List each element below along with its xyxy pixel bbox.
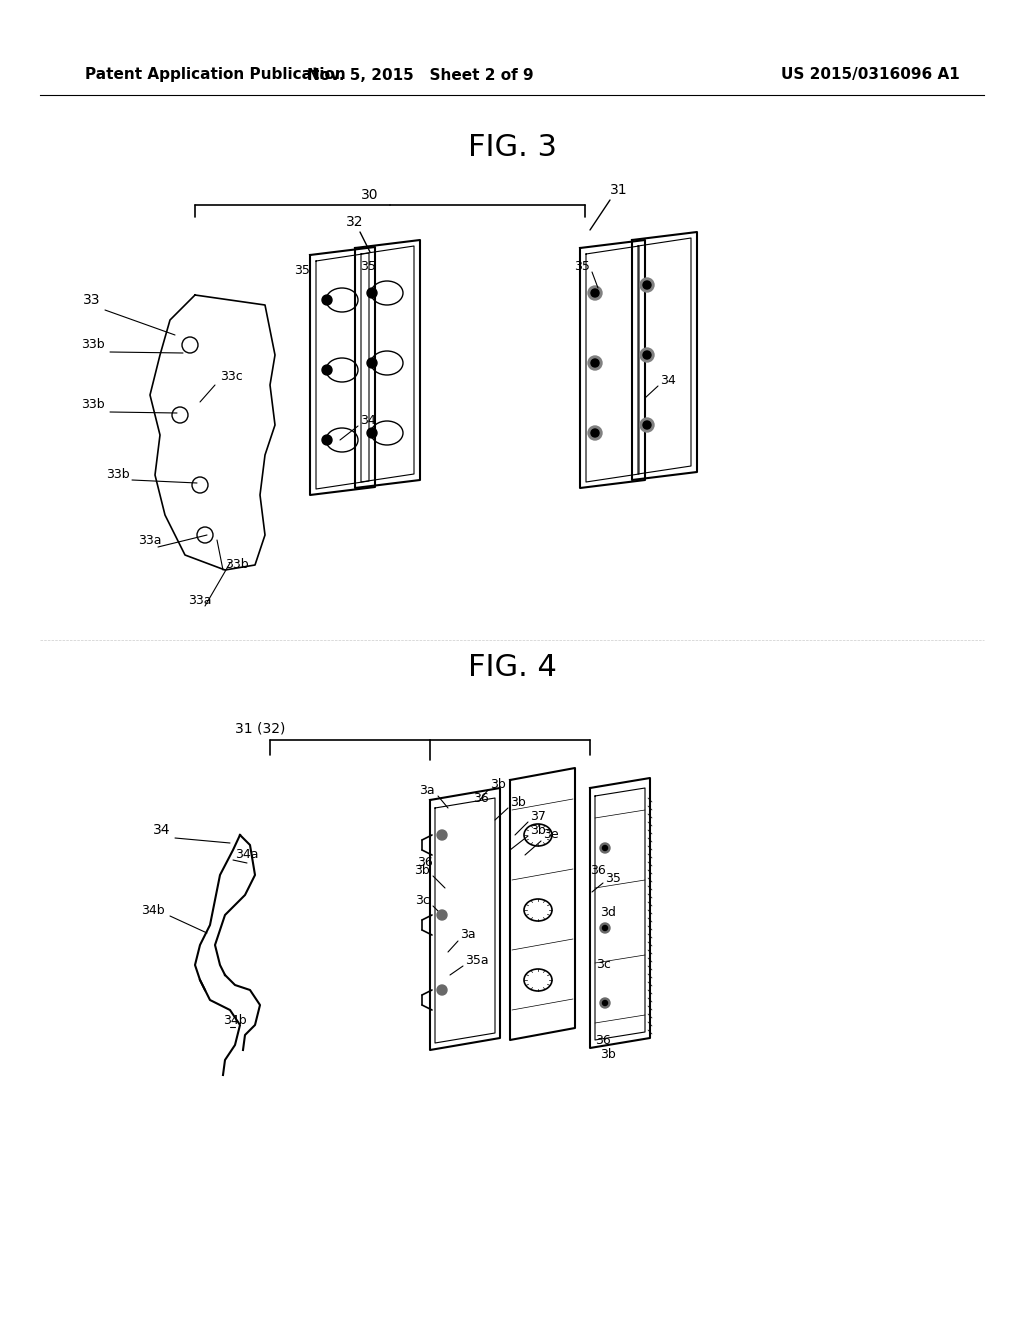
Text: 36: 36	[595, 1034, 610, 1047]
Text: 3e: 3e	[543, 829, 559, 842]
Text: 35: 35	[605, 871, 621, 884]
Circle shape	[588, 426, 602, 440]
Text: 35: 35	[574, 260, 590, 273]
Circle shape	[600, 843, 610, 853]
Circle shape	[322, 436, 332, 445]
Text: 34b: 34b	[141, 903, 165, 916]
Circle shape	[640, 418, 654, 432]
Circle shape	[367, 358, 377, 368]
Text: 35: 35	[294, 264, 310, 276]
Text: FIG. 3: FIG. 3	[468, 133, 556, 162]
Text: 34: 34	[153, 822, 170, 837]
Circle shape	[643, 281, 651, 289]
Circle shape	[591, 359, 599, 367]
Circle shape	[437, 909, 447, 920]
Text: 33a: 33a	[188, 594, 212, 606]
Circle shape	[643, 421, 651, 429]
Text: 3a: 3a	[460, 928, 475, 941]
Text: 34a: 34a	[234, 849, 258, 862]
Text: 3a: 3a	[420, 784, 435, 796]
Text: 33b: 33b	[225, 558, 249, 572]
Text: 34: 34	[360, 413, 376, 426]
Circle shape	[643, 351, 651, 359]
Circle shape	[322, 366, 332, 375]
Text: 35: 35	[360, 260, 376, 273]
Text: 3c: 3c	[415, 894, 430, 907]
Text: 34: 34	[660, 374, 676, 387]
Text: 36: 36	[590, 863, 606, 876]
Text: 3b: 3b	[510, 796, 525, 808]
Text: 3b: 3b	[415, 863, 430, 876]
Text: 33c: 33c	[220, 371, 243, 384]
Text: 33b: 33b	[81, 338, 105, 351]
Text: Patent Application Publication: Patent Application Publication	[85, 67, 346, 82]
Text: 35a: 35a	[465, 953, 488, 966]
Circle shape	[600, 923, 610, 933]
Text: 33: 33	[83, 293, 100, 308]
Text: 3d: 3d	[600, 906, 615, 919]
Text: 3b: 3b	[600, 1048, 615, 1061]
Text: 31: 31	[610, 183, 628, 197]
Text: 33a: 33a	[138, 533, 162, 546]
Circle shape	[640, 348, 654, 362]
Text: 33b: 33b	[106, 469, 130, 482]
Circle shape	[602, 846, 607, 850]
Text: 36: 36	[417, 855, 433, 869]
Circle shape	[602, 925, 607, 931]
Circle shape	[602, 1001, 607, 1006]
Text: 30: 30	[361, 187, 379, 202]
Circle shape	[322, 294, 332, 305]
Circle shape	[367, 428, 377, 438]
Text: 3c: 3c	[596, 958, 611, 972]
Text: 3b: 3b	[490, 779, 506, 792]
Text: 34b: 34b	[223, 1014, 247, 1027]
Circle shape	[591, 289, 599, 297]
Circle shape	[591, 429, 599, 437]
Circle shape	[588, 356, 602, 370]
Circle shape	[600, 998, 610, 1008]
Text: Nov. 5, 2015   Sheet 2 of 9: Nov. 5, 2015 Sheet 2 of 9	[306, 67, 534, 82]
Circle shape	[437, 985, 447, 995]
Text: 3b: 3b	[530, 824, 546, 837]
Text: US 2015/0316096 A1: US 2015/0316096 A1	[780, 67, 959, 82]
Text: 32: 32	[346, 215, 364, 228]
Text: 37: 37	[530, 809, 546, 822]
Circle shape	[367, 288, 377, 298]
Text: 31 (32): 31 (32)	[234, 721, 286, 735]
Text: 33b: 33b	[81, 399, 105, 412]
Circle shape	[437, 830, 447, 840]
Circle shape	[640, 279, 654, 292]
Circle shape	[588, 286, 602, 300]
Text: FIG. 4: FIG. 4	[468, 653, 556, 682]
Text: 36: 36	[473, 792, 488, 804]
